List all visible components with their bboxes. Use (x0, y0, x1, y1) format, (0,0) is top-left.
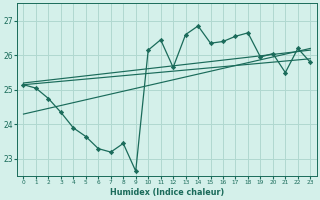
X-axis label: Humidex (Indice chaleur): Humidex (Indice chaleur) (110, 188, 224, 197)
